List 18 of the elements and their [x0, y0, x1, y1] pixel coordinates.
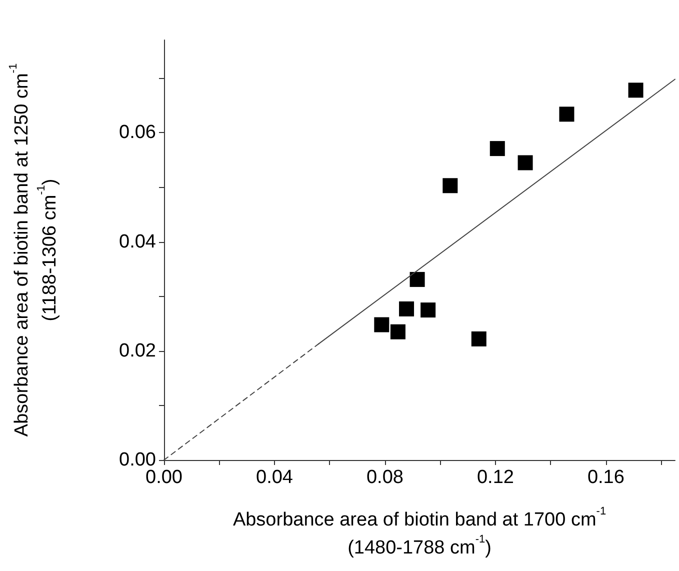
- point: [518, 155, 533, 170]
- y-tick-label: 0.02: [119, 340, 156, 362]
- point: [410, 272, 425, 287]
- x-tick-label: 0.16: [587, 467, 624, 488]
- point: [390, 324, 406, 340]
- y-tick-label: 0.04: [119, 231, 156, 252]
- point: [628, 82, 644, 98]
- x-tick-label: 0.12: [476, 467, 514, 488]
- point: [374, 317, 390, 332]
- x-tick-label: 0.08: [366, 467, 404, 488]
- point: [399, 301, 414, 316]
- x-tick-label: 0.04: [256, 467, 294, 488]
- y-tick-label: 0.06: [119, 122, 156, 144]
- point: [490, 141, 505, 156]
- point: [442, 178, 458, 194]
- point: [559, 106, 574, 122]
- point: [420, 302, 436, 318]
- point: [471, 331, 486, 346]
